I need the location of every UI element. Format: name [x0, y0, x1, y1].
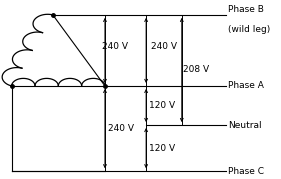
Text: 240 V: 240 V — [101, 42, 128, 51]
Text: Neutral: Neutral — [228, 120, 262, 130]
Text: 120 V: 120 V — [149, 144, 175, 153]
Text: (wild leg): (wild leg) — [228, 25, 271, 34]
Text: 208 V: 208 V — [183, 66, 209, 74]
Text: Phase C: Phase C — [228, 167, 264, 176]
Text: 240 V: 240 V — [108, 124, 134, 133]
Text: 240 V: 240 V — [151, 42, 177, 51]
Text: Phase B: Phase B — [228, 5, 264, 14]
Text: 120 V: 120 V — [149, 101, 175, 110]
Text: Phase A: Phase A — [228, 81, 264, 90]
